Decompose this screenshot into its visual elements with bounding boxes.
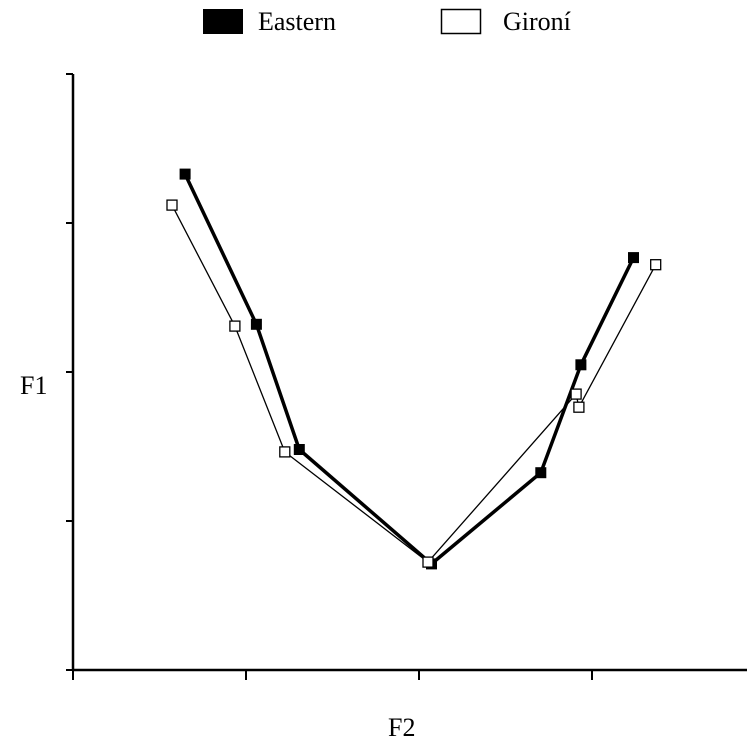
series-layer (166, 168, 662, 570)
legend: Eastern Gironí (203, 7, 571, 36)
x-axis-label: F2 (388, 713, 415, 742)
data-point (279, 446, 291, 458)
data-point (229, 320, 241, 332)
data-point (179, 168, 191, 180)
axes (66, 73, 747, 680)
data-point (628, 252, 639, 264)
data-point (535, 467, 547, 479)
data-point (573, 401, 585, 413)
data-point (166, 199, 178, 211)
legend-swatch-eastern (203, 9, 243, 34)
y-axis-label: F1 (20, 371, 47, 400)
legend-label-eastern: Eastern (258, 7, 336, 36)
legend-swatch-gironi (440, 8, 482, 35)
data-point (250, 318, 262, 330)
data-point (650, 259, 662, 271)
data-point (570, 388, 582, 400)
data-point (422, 556, 434, 568)
data-point (293, 444, 305, 455)
legend-label-gironi: Gironí (503, 7, 571, 36)
series-line-1 (171, 204, 657, 563)
data-point (575, 359, 587, 371)
